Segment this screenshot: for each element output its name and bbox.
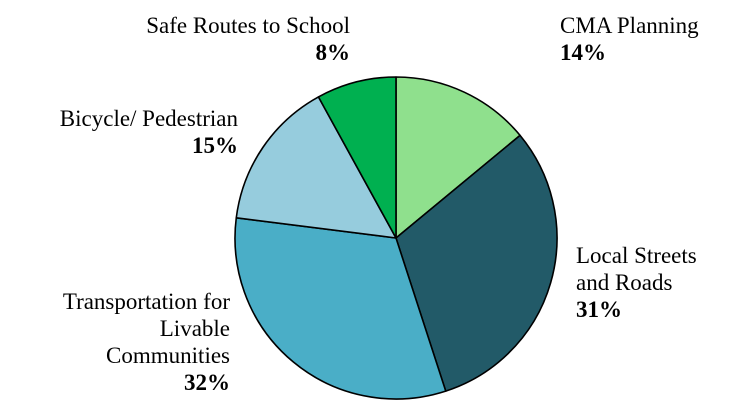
label-cma-planning: CMA Planning 14% — [560, 12, 750, 66]
slice-value-bicycle-pedestrian: 15% — [192, 133, 238, 158]
slice-value-livable-communities: 32% — [184, 370, 230, 395]
slice-value-local-streets: 31% — [576, 297, 622, 322]
slice-label-livable-communities: Transportation for Livable Communities — [62, 289, 230, 368]
slice-label-local-streets: Local Streets and Roads — [576, 243, 697, 295]
pie-slice-0 — [395, 76, 521, 239]
slice-label-bicycle-pedestrian: Bicycle/ Pedestrian — [59, 106, 238, 131]
slice-label-cma-planning: CMA Planning — [560, 13, 699, 38]
label-safe-routes: Safe Routes to School 8% — [60, 12, 350, 66]
pie-slice-4 — [317, 76, 397, 239]
label-local-streets: Local Streets and Roads 31% — [576, 242, 751, 323]
pie-slice-3 — [235, 96, 397, 239]
slice-value-cma-planning: 14% — [560, 40, 606, 65]
pie-slice-2 — [234, 217, 447, 400]
label-bicycle-pedestrian: Bicycle/ Pedestrian 15% — [8, 105, 238, 159]
slice-label-safe-routes: Safe Routes to School — [146, 13, 350, 38]
slice-value-safe-routes: 8% — [315, 40, 351, 65]
pie-slice-1 — [395, 134, 558, 392]
label-livable-communities: Transportation for Livable Communities 3… — [8, 288, 230, 396]
